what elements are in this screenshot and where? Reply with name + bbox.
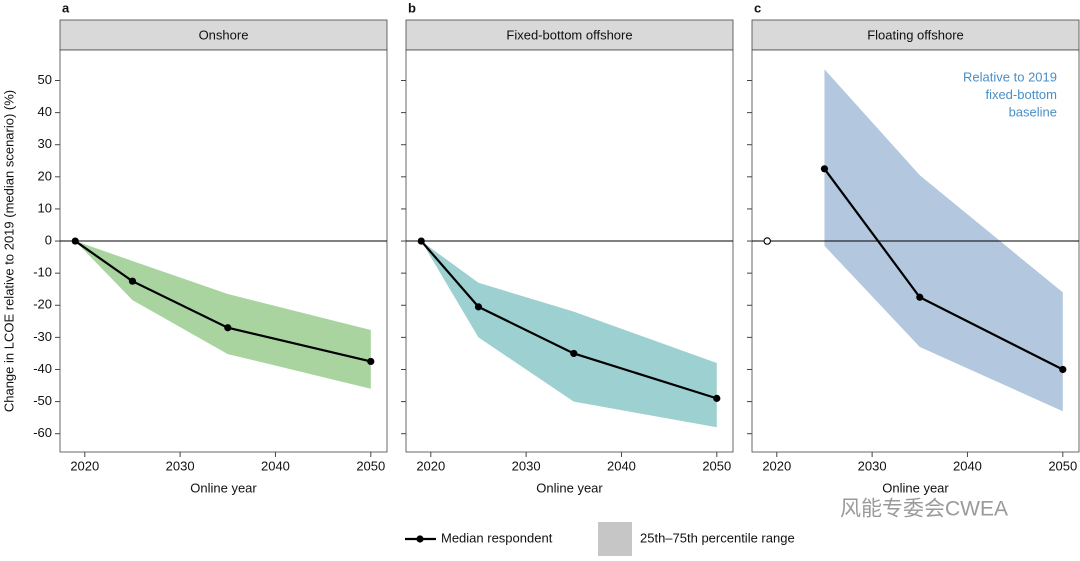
panel-letter: c bbox=[754, 0, 761, 15]
legend-label: 25th–75th percentile range bbox=[640, 530, 795, 545]
y-tick-label: -40 bbox=[33, 361, 52, 376]
y-tick-label: -50 bbox=[33, 393, 52, 408]
y-tick-label: 40 bbox=[38, 104, 52, 119]
y-tick-label: -20 bbox=[33, 297, 52, 312]
panel-header bbox=[751, 19, 1080, 51]
percentile-band bbox=[75, 241, 371, 389]
annotation: baseline bbox=[1009, 104, 1057, 119]
x-tick-label: 2020 bbox=[70, 458, 99, 473]
median-point bbox=[570, 349, 578, 358]
median-point bbox=[367, 357, 375, 366]
legend-point bbox=[416, 535, 424, 543]
median-point bbox=[713, 394, 721, 402]
median-point bbox=[916, 293, 924, 301]
plot-area bbox=[59, 49, 388, 453]
y-tick-label: -30 bbox=[33, 329, 52, 344]
panel-letter: b bbox=[408, 0, 416, 15]
x-tick-label: 2020 bbox=[762, 458, 791, 473]
x-tick-label: 2050 bbox=[356, 458, 385, 473]
x-tick-label: 2040 bbox=[607, 458, 636, 473]
percentile-band bbox=[421, 241, 717, 428]
x-tick-label: 2030 bbox=[166, 458, 195, 473]
median-line bbox=[420, 240, 718, 400]
median-line bbox=[74, 240, 372, 363]
watermark: 风能专委会CWEA bbox=[840, 498, 1008, 521]
baseline-point bbox=[763, 237, 772, 245]
panel-header bbox=[59, 19, 388, 51]
y-axis-label: Change in LCOE relative to 2019 (median … bbox=[1, 90, 16, 412]
panel-letter: a bbox=[62, 0, 70, 15]
legend-swatch bbox=[598, 522, 632, 556]
x-axis-label: Online year bbox=[190, 480, 257, 495]
x-tick-label: 2030 bbox=[512, 458, 541, 473]
y-tick-label: 30 bbox=[38, 136, 52, 151]
x-tick-label: 2040 bbox=[261, 458, 290, 473]
panel-title: Fixed-bottom offshore bbox=[506, 27, 632, 42]
x-axis-label: Online year bbox=[882, 480, 949, 495]
y-tick-label: 0 bbox=[45, 232, 52, 247]
median-point bbox=[474, 303, 483, 311]
y-tick-label: 50 bbox=[38, 72, 52, 87]
annotation: Relative to 2019 bbox=[963, 69, 1057, 84]
median-point bbox=[1059, 365, 1067, 374]
y-tick-label: -60 bbox=[33, 425, 52, 440]
median-point bbox=[417, 237, 425, 245]
legend-label: Median respondent bbox=[441, 530, 553, 545]
panel-title: Onshore bbox=[199, 27, 249, 42]
x-axis-label: Online year bbox=[536, 480, 603, 495]
percentile-band bbox=[824, 69, 1063, 412]
y-tick-label: 20 bbox=[38, 168, 52, 183]
panel-title: Floating offshore bbox=[867, 27, 964, 42]
x-tick-label: 2040 bbox=[953, 458, 982, 473]
x-tick-label: 2020 bbox=[416, 458, 445, 473]
x-tick-label: 2030 bbox=[858, 458, 887, 473]
y-tick-label: 10 bbox=[38, 200, 52, 215]
y-tick-label: -10 bbox=[33, 265, 52, 280]
median-point bbox=[128, 277, 137, 285]
annotation: fixed-bottom bbox=[985, 87, 1057, 102]
median-point bbox=[820, 165, 829, 173]
median-point bbox=[224, 324, 232, 332]
panel-header bbox=[405, 19, 734, 51]
median-point bbox=[71, 237, 79, 245]
x-tick-label: 2050 bbox=[1048, 458, 1077, 473]
x-tick-label: 2050 bbox=[702, 458, 731, 473]
